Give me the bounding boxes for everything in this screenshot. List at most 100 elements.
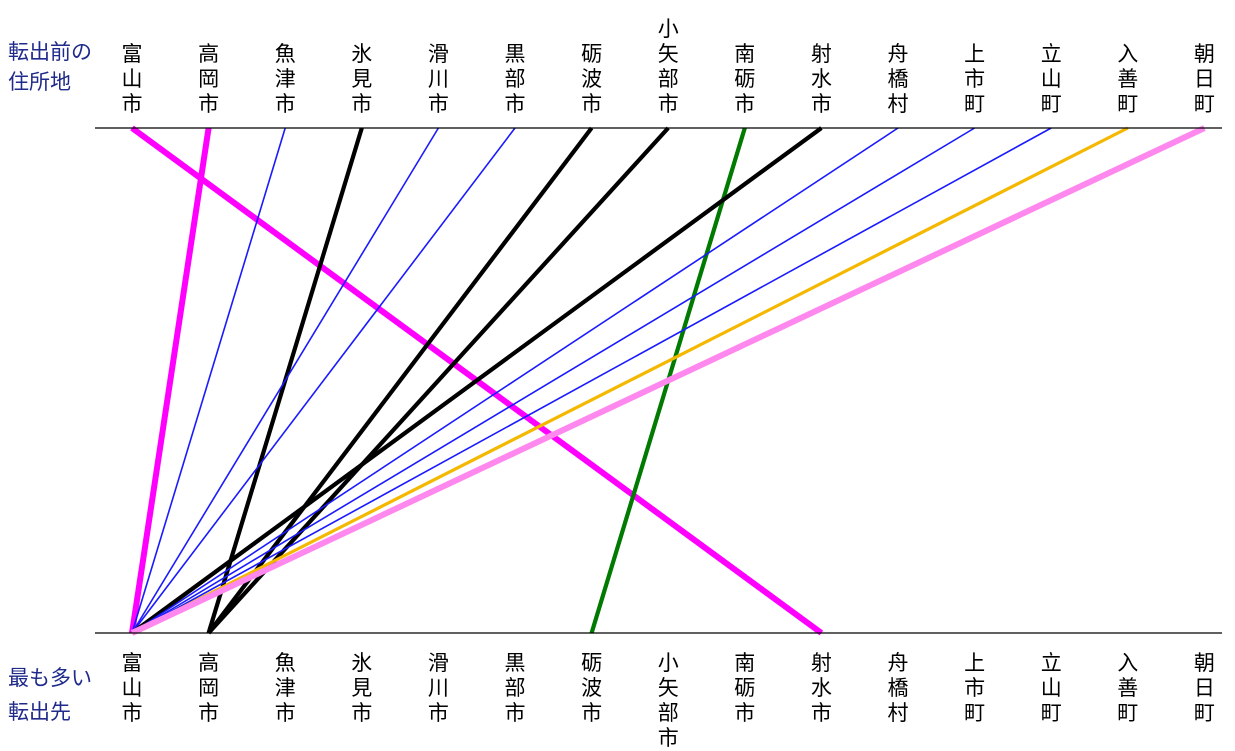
- origin-label-char: 矢: [658, 42, 679, 66]
- destination-label-char: 市: [811, 701, 832, 725]
- destination-label-char: 市: [505, 701, 526, 725]
- origin-label-char: 山: [122, 67, 143, 91]
- origin-label-char: 町: [1194, 92, 1215, 116]
- destination-label-char: 砺: [734, 676, 755, 700]
- destination-label-char: 黒: [505, 651, 526, 675]
- destination-labels: 富山市高岡市魚津市氷見市滑川市黒部市砺波市小矢部市南砺市射水市舟橋村上市町立山町…: [122, 651, 1215, 750]
- destination-label: 立山町: [1041, 651, 1062, 725]
- origin-label-char: 砺: [734, 67, 755, 91]
- origin-label: 南砺市: [734, 42, 755, 116]
- origin-label: 舟橋村: [888, 42, 909, 116]
- flow-line: [206, 126, 594, 635]
- destination-label-char: 橋: [888, 676, 909, 700]
- destination-label: 射水市: [811, 651, 832, 725]
- destination-label: 入善町: [1117, 651, 1138, 725]
- origin-label-char: 水: [811, 67, 832, 91]
- destination-label-char: 岡: [198, 676, 219, 700]
- destination-label-char: 上: [964, 651, 985, 675]
- origin-label: 富山市: [122, 42, 143, 116]
- origin-label: 射水市: [811, 42, 832, 116]
- destination-label: 氷見市: [351, 651, 372, 725]
- origin-label-char: 川: [428, 67, 449, 91]
- origin-caption-line-2: 住所地: [8, 70, 71, 94]
- origin-label-char: 射: [811, 42, 832, 66]
- destination-label: 朝日町: [1194, 651, 1215, 725]
- destination-label-char: 市: [351, 701, 372, 725]
- flow-line: [130, 126, 823, 635]
- origin-label: 立山町: [1041, 42, 1062, 116]
- origin-label-char: 市: [275, 92, 296, 116]
- destination-label: 高岡市: [198, 651, 219, 725]
- flow-line: [131, 127, 1052, 634]
- destination-label-char: 山: [1041, 676, 1062, 700]
- destination-label-char: 市: [428, 701, 449, 725]
- destination-label-char: 水: [811, 676, 832, 700]
- origin-label: 魚津市: [275, 42, 296, 116]
- origin-label-char: 市: [964, 67, 985, 91]
- origin-label: 砺波市: [581, 42, 602, 116]
- flow-line: [131, 127, 286, 634]
- destination-label-char: 部: [658, 701, 679, 725]
- origin-label-char: 岡: [198, 67, 219, 91]
- origin-label-char: 市: [658, 92, 679, 116]
- origin-label-char: 市: [505, 92, 526, 116]
- origin-label-char: 見: [351, 67, 372, 91]
- origin-label-char: 部: [658, 67, 679, 91]
- destination-label-char: 善: [1117, 676, 1138, 700]
- origin-label-char: 小: [658, 17, 679, 41]
- origin-label-char: 村: [888, 92, 909, 116]
- destination-label: 滑川市: [428, 651, 449, 725]
- destination-label: 南砺市: [734, 651, 755, 725]
- destination-label-char: 矢: [658, 676, 679, 700]
- origin-label-char: 朝: [1194, 42, 1215, 66]
- destination-label-char: 市: [964, 676, 985, 700]
- origin-label-char: 入: [1117, 42, 1138, 66]
- destination-label-char: 市: [275, 701, 296, 725]
- origin-label-char: 部: [505, 67, 526, 91]
- origin-label-char: 市: [122, 92, 143, 116]
- destination-label-char: 市: [581, 701, 602, 725]
- origin-label: 上市町: [964, 42, 985, 116]
- origin-label: 高岡市: [198, 42, 219, 116]
- origin-label-char: 市: [428, 92, 449, 116]
- destination-label: 富山市: [122, 651, 143, 725]
- origin-label-char: 砺: [581, 42, 602, 66]
- destination-label: 舟橋村: [888, 651, 909, 725]
- destination-label-char: 町: [1117, 701, 1138, 725]
- flow-line: [130, 125, 1206, 636]
- origin-label-char: 黒: [505, 42, 526, 66]
- destination-label-char: 立: [1041, 651, 1062, 675]
- origin-label-char: 南: [734, 42, 755, 66]
- destination-label-char: 町: [1041, 701, 1062, 725]
- origin-label-char: 津: [275, 67, 296, 91]
- destination-label-char: 小: [658, 651, 679, 675]
- origin-label: 朝日町: [1194, 42, 1215, 116]
- destination-label-char: 滑: [428, 651, 449, 675]
- flow-line: [131, 127, 516, 634]
- destination-label: 黒部市: [505, 651, 526, 725]
- origin-label: 氷見市: [351, 42, 372, 116]
- origin-label-char: 富: [122, 42, 143, 66]
- destination-label-char: 日: [1194, 676, 1215, 700]
- origin-label: 滑川市: [428, 42, 449, 116]
- origin-label-char: 市: [581, 92, 602, 116]
- origin-label-char: 町: [1041, 92, 1062, 116]
- destination-label-char: 川: [428, 676, 449, 700]
- destination-label-char: 町: [1194, 701, 1215, 725]
- destination-label-char: 氷: [351, 651, 372, 675]
- destination-label-char: 入: [1117, 651, 1138, 675]
- destination-label: 上市町: [964, 651, 985, 725]
- origin-label-char: 波: [581, 67, 602, 91]
- origin-label-char: 町: [964, 92, 985, 116]
- destination-label-char: 射: [811, 651, 832, 675]
- origin-label: 黒部市: [505, 42, 526, 116]
- origin-labels: 富山市高岡市魚津市氷見市滑川市黒部市砺波市小矢部市南砺市射水市舟橋村上市町立山町…: [122, 17, 1215, 116]
- destination-caption: 最も多い 転出先: [8, 666, 92, 724]
- destination-label-char: 市: [658, 726, 679, 750]
- origin-label-char: 氷: [351, 42, 372, 66]
- origin-label-char: 善: [1117, 67, 1138, 91]
- origin-label-char: 立: [1041, 42, 1062, 66]
- origin-label-char: 滑: [428, 42, 449, 66]
